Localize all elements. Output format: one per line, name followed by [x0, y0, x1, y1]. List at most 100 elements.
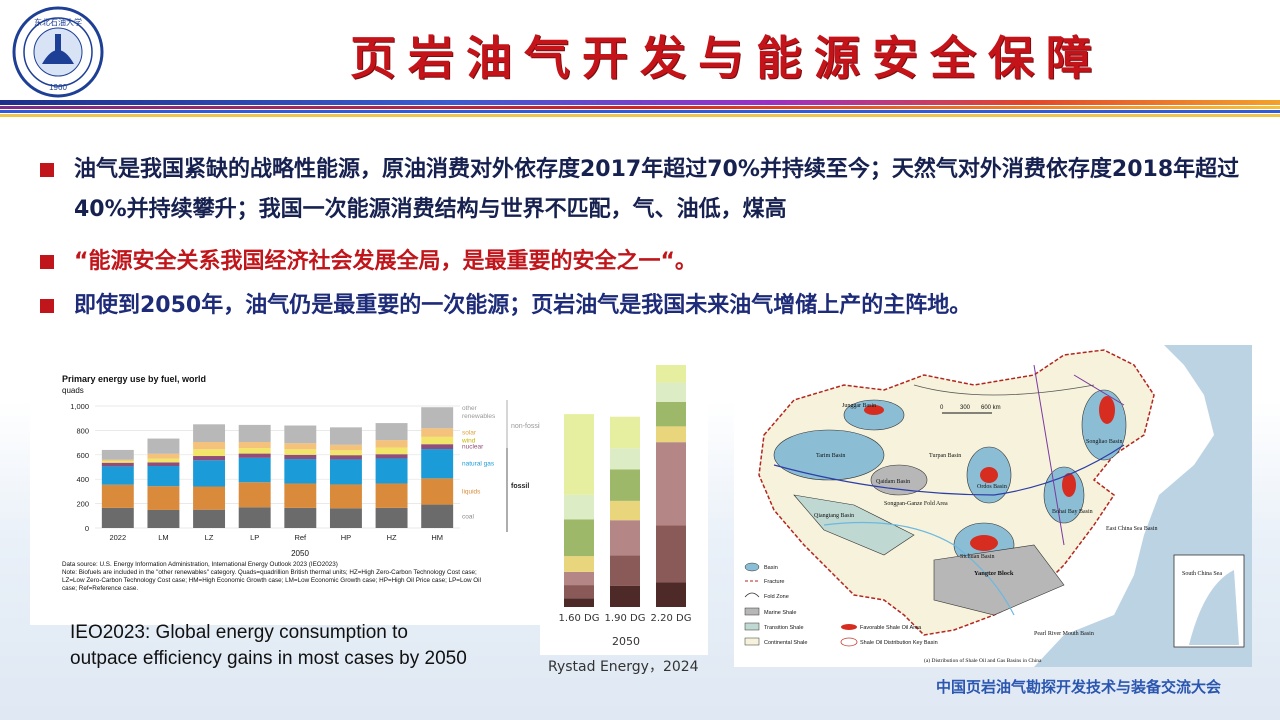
y-tick-label: 600 [76, 451, 89, 460]
rystad-xlabel: 2050 [612, 635, 640, 648]
eia-chart-panel: Primary energy use by fuel, world quads … [30, 360, 541, 625]
bar-segment-nuclear [101, 462, 134, 467]
map-label: East China Sea Basin [1106, 526, 1158, 532]
bullet-item: 油气是我国紧缺的战略性能源，原油消费对外依存度2017年超过70%并持续至今；天… [38, 150, 1258, 230]
eia-caption-line: IEO2023: Global energy consumption to [70, 622, 408, 643]
bar-segment-wind [329, 450, 362, 456]
bar-segment-other-renewables [421, 407, 454, 429]
header-stripes [0, 100, 1280, 117]
y-tick-label: 400 [76, 475, 89, 484]
university-logo: 1960 东北石油大学 [12, 6, 104, 98]
legend-label: solar [462, 430, 477, 437]
slide-title: 页岩油气开发与能源安全保障 [350, 31, 1104, 85]
legend-item: Fracture [764, 579, 784, 585]
bar-segment-coal [147, 509, 180, 528]
rystad-bar-segment [656, 365, 686, 383]
bar-segment-nuclear [375, 454, 408, 459]
bar-segment-coal [284, 507, 317, 528]
map-label: Tarim Basin [816, 453, 845, 459]
bar-segment-liquids [375, 483, 408, 508]
bar-segment-liquids [101, 484, 134, 508]
bar-segment-solar [329, 444, 362, 451]
map-label: Junggar Basin [842, 403, 876, 409]
bar-segment-nuclear [421, 444, 454, 450]
rystad-bar-segment [656, 525, 686, 583]
rystad-bar-segment [656, 442, 686, 526]
rystad-bar-segment [564, 556, 594, 572]
legend-group-fossil: fossil [511, 483, 529, 490]
bar-segment-wind [147, 458, 180, 463]
bar-segment-liquids [238, 482, 271, 508]
bar-segment-other-renewables [193, 424, 226, 442]
bar-segment-coal [329, 508, 362, 528]
x-tick-label: Ref [294, 533, 307, 542]
rystad-bar-segment [610, 416, 640, 449]
map-label: Turpan Basin [929, 453, 961, 459]
bar-segment-solar [193, 441, 226, 450]
map-legend: Basin Fracture Fold Zone Marine Shale Tr… [744, 562, 938, 647]
rystad-bar-segment [656, 426, 686, 443]
rystad-bar-segment [610, 585, 640, 607]
rystad-chart-panel: 1.60 DG 1.90 DG 2.20 DG 2050 [540, 355, 708, 655]
legend-label: liquids [462, 488, 481, 495]
bar-segment-wind [193, 449, 226, 457]
bar-segment-solar [421, 428, 454, 437]
bar-segment-nuclear [284, 454, 317, 460]
rystad-bar-segment [610, 448, 640, 470]
map-scale-label: 300 [960, 405, 971, 411]
chart-note: Note: Biofuels are included in the "othe… [62, 569, 477, 576]
logo-year: 1960 [49, 83, 67, 92]
bar-segment-other-renewables [284, 425, 317, 444]
bar-segment-natural-gas [375, 458, 408, 484]
map-label: Songpan-Ganze Fold Area [884, 501, 948, 507]
map-label: Ordos Basin [977, 484, 1007, 490]
bar-segment-other-renewables [147, 438, 180, 454]
eia-caption: IEO2023: Global energy consumption to ou… [70, 620, 467, 672]
bar-segment-other-renewables [238, 424, 271, 442]
bar-segment-natural-gas [238, 457, 271, 483]
map-label: Pearl River Mouth Basin [1034, 631, 1094, 637]
rystad-bar-segment [564, 519, 594, 557]
bullet-square-icon [40, 255, 54, 269]
bar-segment-liquids [421, 478, 454, 505]
bar-segment-liquids [329, 484, 362, 509]
bullet-text: “能源安全关系我国经济社会发展全局，是最重要的安全之一“。 [74, 249, 697, 274]
bar-segment-nuclear [238, 453, 271, 458]
bar-segment-natural-gas [147, 466, 180, 487]
map-caption: (a) Distribution of Shale Oil and Gas Ba… [924, 657, 1042, 664]
legend-label: renewables [462, 413, 496, 420]
map-label: Songliao Basin [1086, 439, 1123, 445]
x-tick-label: LP [250, 533, 259, 542]
rystad-bar-segment [564, 571, 594, 586]
bar-segment-natural-gas [193, 460, 226, 487]
map-scale-label: 0 [940, 405, 944, 411]
legend-group-nonfossil: non-fossil [511, 423, 540, 430]
x-tick-label: HZ [387, 533, 397, 542]
legend-label: coal [462, 513, 474, 520]
bar-segment-other-renewables [101, 449, 134, 460]
bar-segment-wind [101, 460, 134, 463]
bar-segment-nuclear [147, 462, 180, 467]
bar-segment-coal [193, 509, 226, 528]
rystad-bar-segment [610, 469, 640, 501]
bar-segment-coal [421, 504, 454, 528]
legend-item: Basin [764, 565, 778, 571]
rystad-bar-segment [564, 598, 594, 607]
chart-note: case; Ref=Reference case. [62, 585, 138, 592]
bar-segment-solar [147, 453, 180, 459]
bar-segment-solar [238, 441, 271, 449]
bar-segment-natural-gas [329, 459, 362, 485]
bullet-item: 即使到2050年，油气仍是最重要的一次能源；页岩油气是我国未来油气增储上产的主阵… [38, 286, 1258, 326]
bar-segment-wind [421, 436, 454, 445]
bar-segment-wind [375, 447, 408, 455]
bullet-square-icon [40, 299, 54, 313]
legend-item: Transition Shale [764, 625, 804, 631]
bar-segment-other-renewables [375, 423, 408, 441]
map-label: Bohai Bay Basin [1052, 509, 1093, 515]
rystad-bar-segment [564, 494, 594, 520]
chart-ylabel: quads [62, 386, 84, 395]
map-label: Qaidam Basin [876, 479, 910, 485]
x-tick-label: HM [431, 533, 443, 542]
rystad-bar-segment [610, 520, 640, 556]
slide-header: 1960 东北石油大学 页岩油气开发与能源安全保障 [0, 0, 1280, 122]
